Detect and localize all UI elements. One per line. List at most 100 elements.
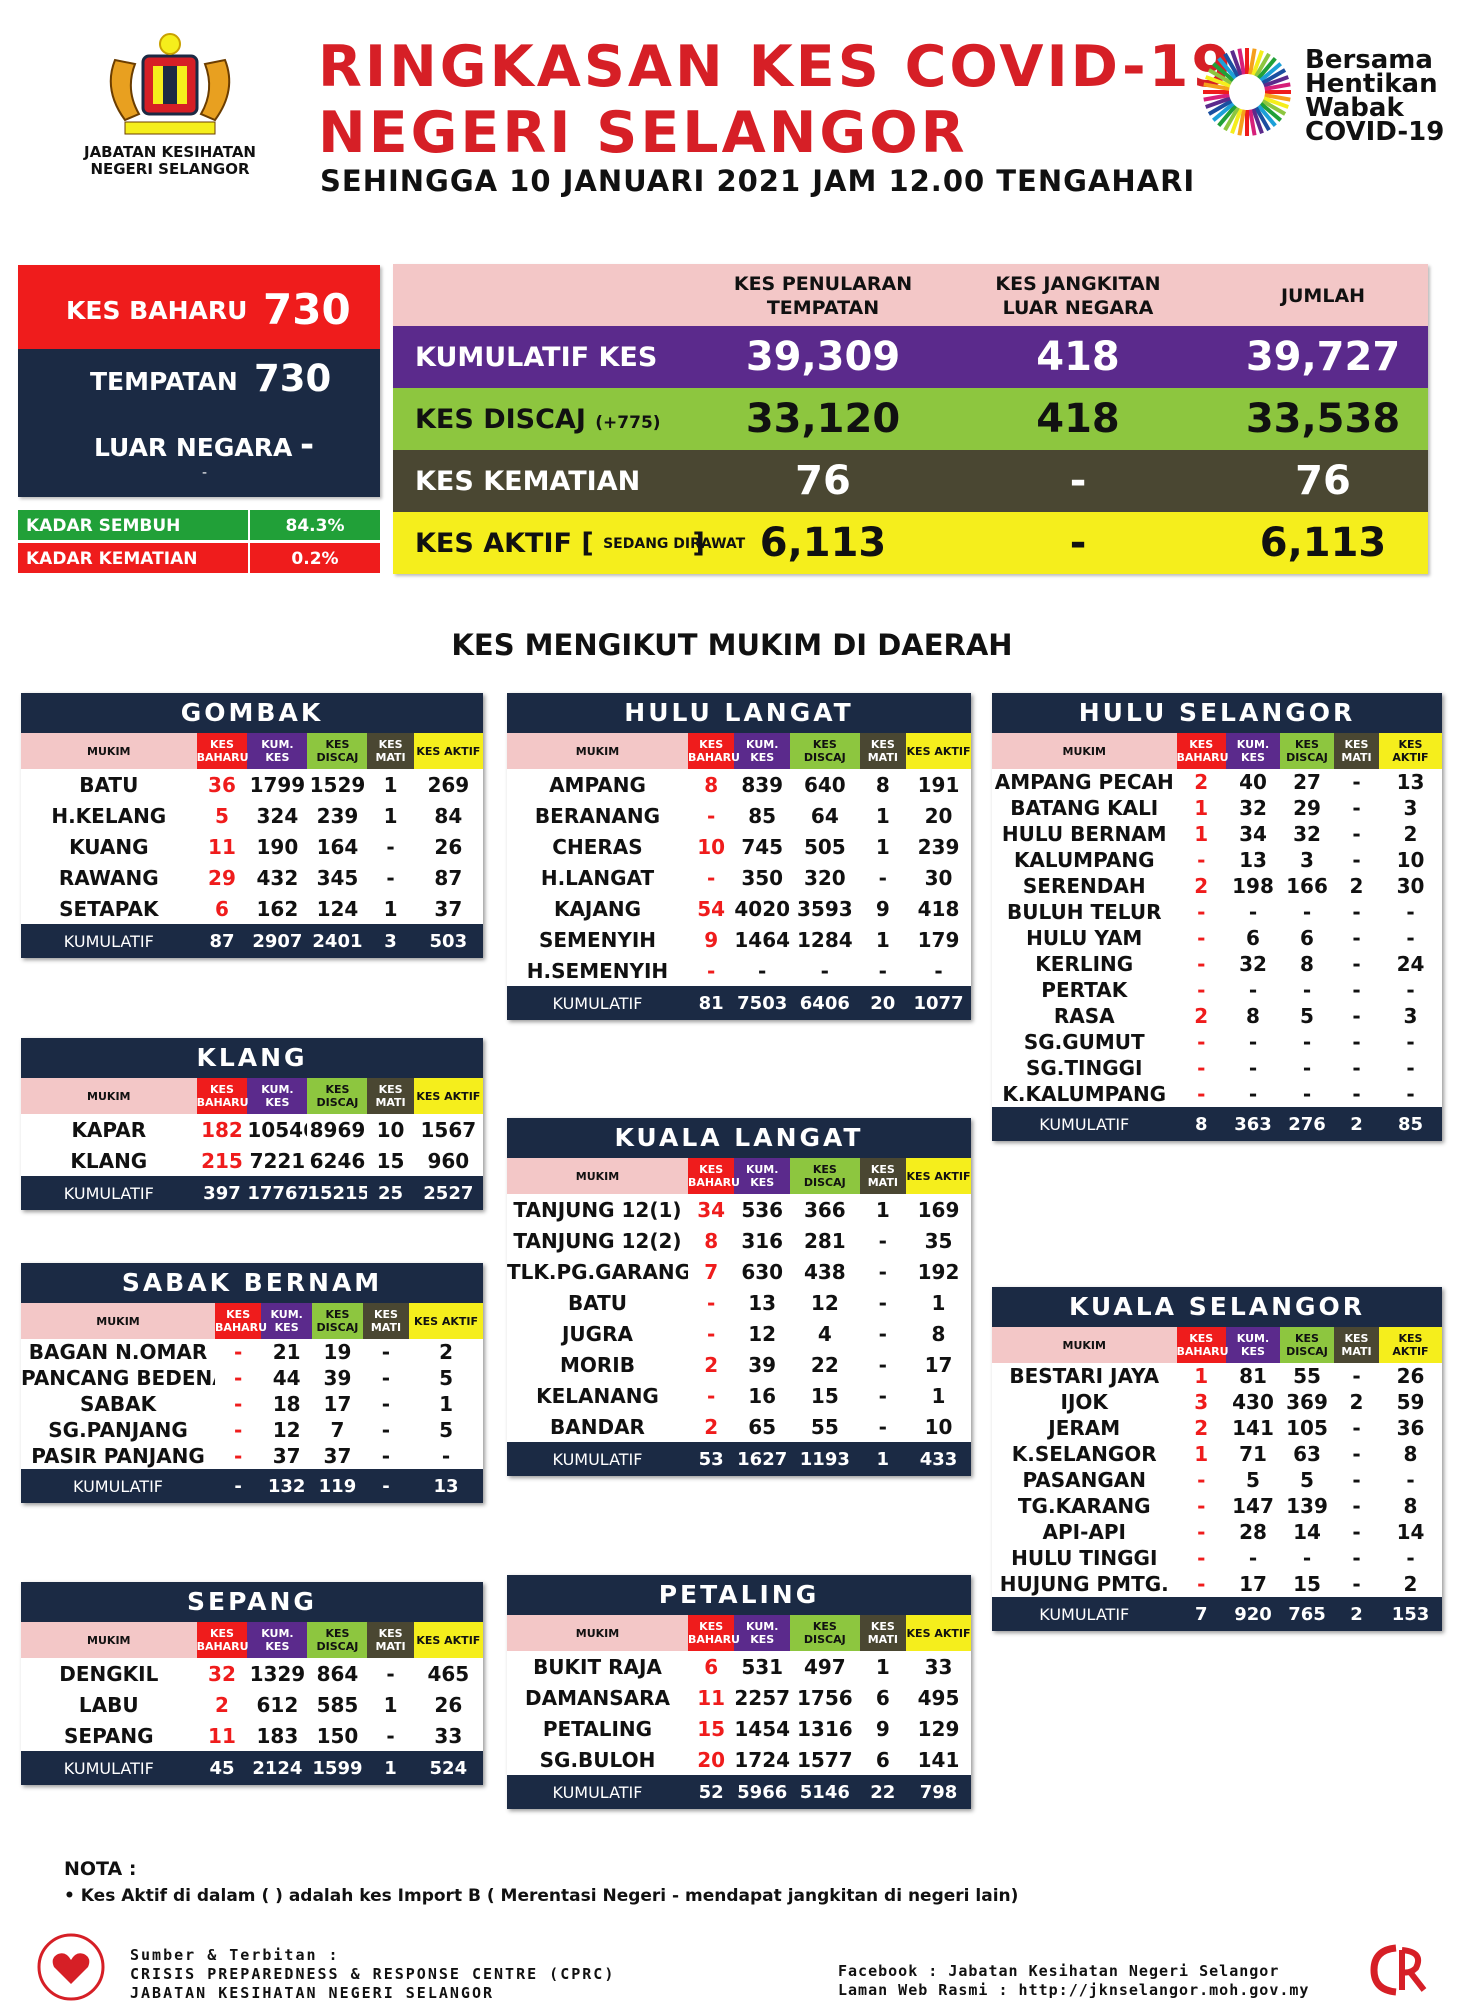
table-row: BAGAN N.OMAR -21 19-2 bbox=[21, 1339, 483, 1365]
table-row: SEPANG 11 183 150-33 bbox=[21, 1720, 483, 1751]
deaths: 9 bbox=[859, 893, 907, 924]
new-cases: - bbox=[1176, 1493, 1226, 1519]
social-block: Facebook : Jabatan Kesihatan Negeri Sela… bbox=[838, 1962, 1309, 2000]
cumulative-cases: 1464 bbox=[734, 924, 791, 955]
cumulative-cases: 162 bbox=[247, 893, 308, 924]
cumulative-cases: 40 bbox=[1226, 769, 1280, 795]
website-line[interactable]: Laman Web Rasmi : http://jknselangor.moh… bbox=[838, 1981, 1310, 1999]
mukim-name: K.SELANGOR bbox=[992, 1441, 1177, 1467]
starburst-ray bbox=[1261, 68, 1287, 85]
mukim-name: PASANGAN bbox=[992, 1467, 1177, 1493]
cumulative-cases: 32 bbox=[1226, 795, 1280, 821]
campaign-word: Wabak bbox=[1305, 93, 1404, 123]
table-header-row: MUKIM KES BAHARU KUM. KES KES DISCAJ KES MAT… bbox=[992, 733, 1442, 769]
col-header-discharged: KES DISCAJ bbox=[1280, 1327, 1334, 1363]
col-header-active: KES AKTIF bbox=[413, 733, 483, 769]
new-cases-value: 730 bbox=[263, 285, 351, 334]
active-cases: 465 bbox=[413, 1658, 483, 1689]
discharged-cases: - bbox=[1280, 899, 1334, 925]
deaths: - bbox=[1334, 1545, 1379, 1571]
table-total-row: KUMULATIF -132 119-13 bbox=[21, 1469, 483, 1503]
active-cases: 495 bbox=[906, 1682, 971, 1713]
table-row: SABAK -18 17-1 bbox=[21, 1391, 483, 1417]
table-row: AMPANG PECAH 2 40 27-13 bbox=[992, 769, 1442, 795]
district-table-petaling: PETALING MUKIM KES BAHARU KUM. KES KES DISCA… bbox=[507, 1575, 971, 1809]
total-discharged-cases: 276 bbox=[1280, 1107, 1334, 1141]
active-cases: 1 bbox=[906, 1380, 971, 1411]
district-table-kuala-langat: KUALA LANGAT MUKIM KES BAHARU KUM. KES KES D… bbox=[507, 1118, 971, 1476]
discharged-cases: 438 bbox=[790, 1256, 860, 1287]
starburst-ray bbox=[1259, 62, 1282, 82]
cumulative-cases: 745 bbox=[734, 831, 791, 862]
mukim-name: KERLING bbox=[992, 951, 1177, 977]
table-row: SETAPAK 6 162 124 1 37 bbox=[21, 893, 483, 924]
cumulative-cases: 536 bbox=[734, 1194, 791, 1225]
active-cases: 239 bbox=[906, 831, 971, 862]
table-row: HUJUNG PMTG. -17 15-2 bbox=[992, 1571, 1442, 1597]
table-total-row: KUMULATIF 52 5966 5146 22 798 bbox=[507, 1775, 971, 1809]
mukim-name: PANCANG BEDENA bbox=[21, 1365, 216, 1391]
total-deaths: 25 bbox=[367, 1176, 414, 1210]
active-cases: 129 bbox=[906, 1713, 971, 1744]
new-cases: 54 bbox=[687, 893, 735, 924]
cumulative-cases: 7221 bbox=[247, 1145, 308, 1176]
mukim-name: BATU bbox=[507, 1287, 688, 1318]
mukim-name: HULU BERNAM bbox=[992, 821, 1177, 847]
active-cases: 33 bbox=[413, 1720, 483, 1751]
active-cases: - bbox=[409, 1443, 483, 1469]
active-cases: 2 bbox=[1379, 1571, 1442, 1597]
mukim-name: RASA bbox=[992, 1003, 1177, 1029]
cumulative-cases: 839 bbox=[734, 769, 791, 800]
district-title: KLANG bbox=[196, 1043, 308, 1072]
cprc-icon bbox=[1370, 1944, 1427, 1996]
starburst-ray bbox=[1254, 52, 1271, 78]
cumulative-cases: 44 bbox=[261, 1365, 313, 1391]
mukim-name: K.KALUMPANG bbox=[992, 1081, 1177, 1107]
col-header-deaths: KES MATI bbox=[367, 733, 414, 769]
new-cases: - bbox=[215, 1443, 262, 1469]
total-active-cases: 85 bbox=[1379, 1107, 1442, 1141]
active-cases: 13 bbox=[1379, 769, 1442, 795]
district-data-table: MUKIM KES BAHARU KUM. KES KES DISCAJ KES MAT… bbox=[507, 1615, 971, 1809]
col-header-active: KES AKTIF bbox=[413, 1622, 483, 1658]
col-header-mukim: MUKIM bbox=[21, 1078, 197, 1114]
deaths: - bbox=[859, 1318, 907, 1349]
col-header-mukim: MUKIM bbox=[507, 1615, 688, 1651]
total-active-cases: 2527 bbox=[413, 1176, 483, 1210]
active-cases: 8 bbox=[906, 1318, 971, 1349]
active-cases: 5 bbox=[409, 1417, 483, 1443]
table-row: SG.GUMUT - - - - - bbox=[992, 1029, 1442, 1055]
table-row: KERLING -32 8-24 bbox=[992, 951, 1442, 977]
discharged-cases: 6 bbox=[1280, 925, 1334, 951]
deaths: 1 bbox=[859, 1651, 907, 1682]
deaths: - bbox=[1334, 1493, 1379, 1519]
active-cases: 8 bbox=[1379, 1493, 1442, 1519]
district-table-sabak-bernam: SABAK BERNAM MUKIM KES BAHARU KUM. KES KES D… bbox=[21, 1263, 483, 1503]
discharged-cases: 164 bbox=[307, 831, 368, 862]
new-cases: 2 bbox=[1176, 873, 1226, 899]
imported-cases-label: LUAR NEGARA bbox=[94, 433, 293, 462]
table-row: DAMANSARA 11 2257 1756 6 495 bbox=[507, 1682, 971, 1713]
summary-table: KES PENULARAN TEMPATAN KES JANGKITAN LUA… bbox=[393, 264, 1428, 574]
active-cases: 26 bbox=[413, 1689, 483, 1720]
total-new-cases: 52 bbox=[687, 1775, 735, 1809]
new-cases: - bbox=[1176, 925, 1226, 951]
starburst-ray bbox=[1223, 106, 1240, 132]
discharged-cases: 320 bbox=[790, 862, 860, 893]
campaign-word: COVID-19 bbox=[1305, 117, 1445, 147]
table-row: PANCANG BEDENA -44 39-5 bbox=[21, 1365, 483, 1391]
cumulative-imported: 418 bbox=[1036, 334, 1120, 380]
cumulative-cases: 1329 bbox=[247, 1658, 308, 1689]
cumulative-cases: 8 bbox=[1226, 1003, 1280, 1029]
active-cases: 418 bbox=[906, 893, 971, 924]
col-header-new: KES BAHARU bbox=[687, 733, 740, 769]
col-header-active: KES AKTIF bbox=[1379, 1327, 1442, 1363]
new-cases: - bbox=[215, 1391, 262, 1417]
deaths: - bbox=[859, 1380, 907, 1411]
deaths: - bbox=[1334, 1363, 1379, 1389]
row-label: KES KEMATIAN bbox=[415, 466, 641, 497]
deaths: - bbox=[362, 1365, 410, 1391]
col-header-new: KES BAHARU bbox=[196, 733, 249, 769]
active-cases: 30 bbox=[906, 862, 971, 893]
new-cases: - bbox=[215, 1365, 262, 1391]
